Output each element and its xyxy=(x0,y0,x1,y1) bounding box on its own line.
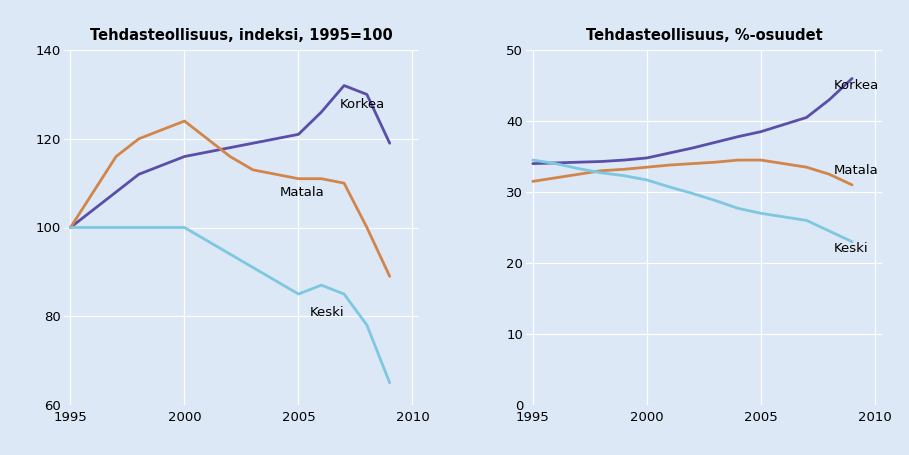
Text: Matala: Matala xyxy=(834,164,879,177)
Text: Keski: Keski xyxy=(310,306,345,319)
Text: Keski: Keski xyxy=(834,243,868,255)
Text: Korkea: Korkea xyxy=(340,98,385,111)
Text: Matala: Matala xyxy=(280,187,325,199)
Text: Korkea: Korkea xyxy=(834,79,879,92)
Title: Tehdasteollisuus, indeksi, 1995=100: Tehdasteollisuus, indeksi, 1995=100 xyxy=(90,28,393,43)
Title: Tehdasteollisuus, %-osuudet: Tehdasteollisuus, %-osuudet xyxy=(585,28,823,43)
